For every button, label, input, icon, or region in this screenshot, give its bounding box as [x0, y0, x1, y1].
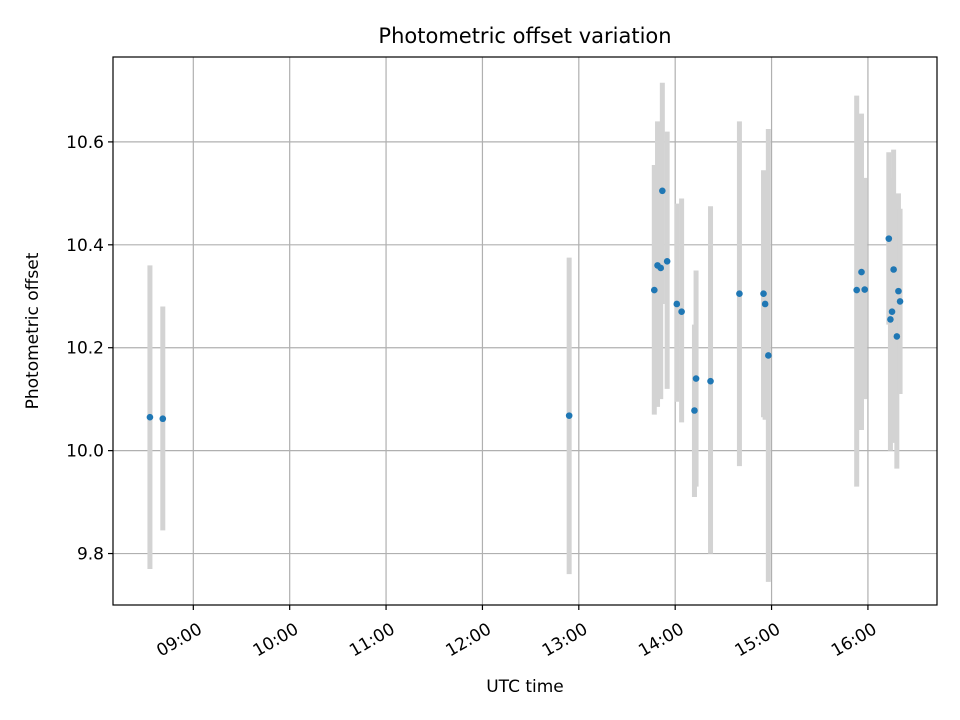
data-point [853, 286, 860, 294]
data-points [146, 187, 904, 423]
data-point [565, 412, 573, 419]
data-point [678, 308, 685, 316]
data-point [707, 377, 714, 385]
data-point [673, 300, 681, 308]
y-tick-label: 10.4 [66, 236, 104, 256]
data-point [888, 308, 896, 316]
y-tick-label: 10.2 [66, 339, 104, 359]
data-point [765, 352, 772, 359]
data-point [760, 290, 767, 297]
data-point [858, 268, 865, 276]
data-point [885, 235, 893, 242]
data-point [692, 375, 700, 382]
y-tick-label: 10.6 [66, 133, 104, 153]
data-point [663, 257, 671, 265]
y-tick-label: 9.8 [77, 545, 104, 565]
data-point [159, 415, 167, 423]
plot-frame [112, 56, 938, 606]
data-point [887, 316, 894, 323]
data-point [896, 298, 904, 305]
data-point [861, 286, 869, 293]
data-point [761, 300, 769, 308]
data-point [691, 407, 698, 414]
data-point [146, 413, 154, 421]
data-point [659, 187, 666, 195]
chart-title: Photometric offset variation [378, 24, 671, 48]
data-point [895, 287, 902, 295]
x-axis-title: UTC time [486, 677, 564, 697]
data-point [893, 333, 901, 340]
data-point [890, 266, 897, 273]
y-axis-title: Photometric offset [23, 252, 43, 409]
data-point [651, 286, 658, 294]
data-point [657, 264, 665, 272]
y-tick-label: 10.0 [66, 442, 104, 462]
data-point [736, 290, 743, 297]
